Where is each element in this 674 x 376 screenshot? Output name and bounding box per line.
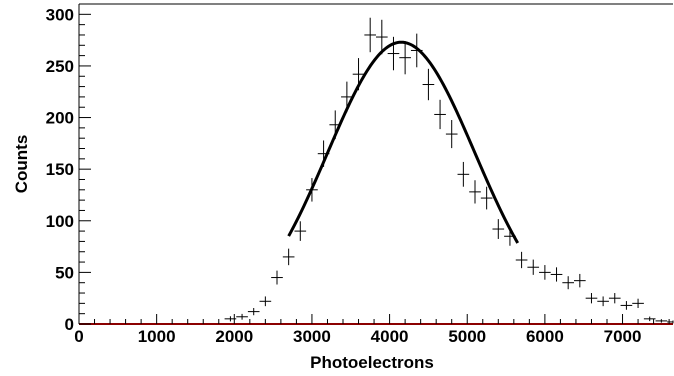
data-point: [282, 248, 295, 266]
data-point: [364, 17, 376, 53]
y-tick-label: 50: [55, 263, 74, 282]
data-point: [457, 161, 470, 187]
x-tick-label: 6000: [526, 327, 564, 346]
data-point: [620, 301, 633, 310]
data-point: [259, 296, 272, 307]
y-tick-label: 300: [46, 5, 74, 24]
data-point: [608, 293, 621, 304]
x-tick-label: 1000: [138, 327, 176, 346]
axis-ticks: [78, 3, 670, 325]
data-point: [294, 221, 307, 241]
data-point: [597, 296, 609, 307]
data-point: [550, 267, 563, 282]
data-point: [271, 270, 283, 285]
x-tick-label: 0: [74, 327, 83, 346]
data-point: [224, 316, 237, 322]
data-point: [399, 41, 411, 75]
data-point: [236, 313, 248, 320]
x-tick-label: 2000: [215, 327, 253, 346]
x-tick-label: 3000: [293, 327, 331, 346]
data-point: [492, 219, 505, 239]
data-point: [434, 99, 446, 130]
y-tick-label: 250: [46, 57, 74, 76]
fit-curve-layer: [287, 40, 520, 244]
data-point: [574, 273, 586, 288]
plot-frame: [78, 3, 673, 325]
data-point: [562, 276, 574, 290]
data-point: [515, 251, 528, 269]
fit-curve: [287, 40, 520, 244]
x-tick-label: 4000: [371, 327, 409, 346]
data-point: [480, 186, 493, 210]
data-point: [667, 320, 674, 324]
data-point: [655, 319, 668, 323]
data-point: [632, 298, 644, 308]
data-point: [422, 68, 435, 101]
tick-labels: 0 1000 2000 3000 4000 5000 6000 7000 0 50 100 150 20…: [46, 5, 642, 346]
x-tick-label: 7000: [604, 327, 642, 346]
data-point: [469, 180, 481, 204]
y-tick-label: 100: [46, 212, 74, 231]
x-tick-label: 5000: [448, 327, 486, 346]
y-tick-label: 0: [65, 315, 74, 334]
data-point: [585, 293, 598, 304]
data-point: [445, 120, 458, 149]
x-axis-label: Photoelectrons: [310, 353, 434, 372]
y-tick-label: 200: [46, 109, 74, 128]
data-point: [527, 259, 540, 275]
data-points: [224, 17, 674, 324]
y-axis-label: Counts: [12, 135, 31, 194]
data-point: [376, 19, 388, 55]
data-point: [643, 316, 656, 322]
data-point: [539, 265, 551, 280]
y-tick-label: 150: [46, 160, 74, 179]
data-point: [247, 308, 260, 316]
